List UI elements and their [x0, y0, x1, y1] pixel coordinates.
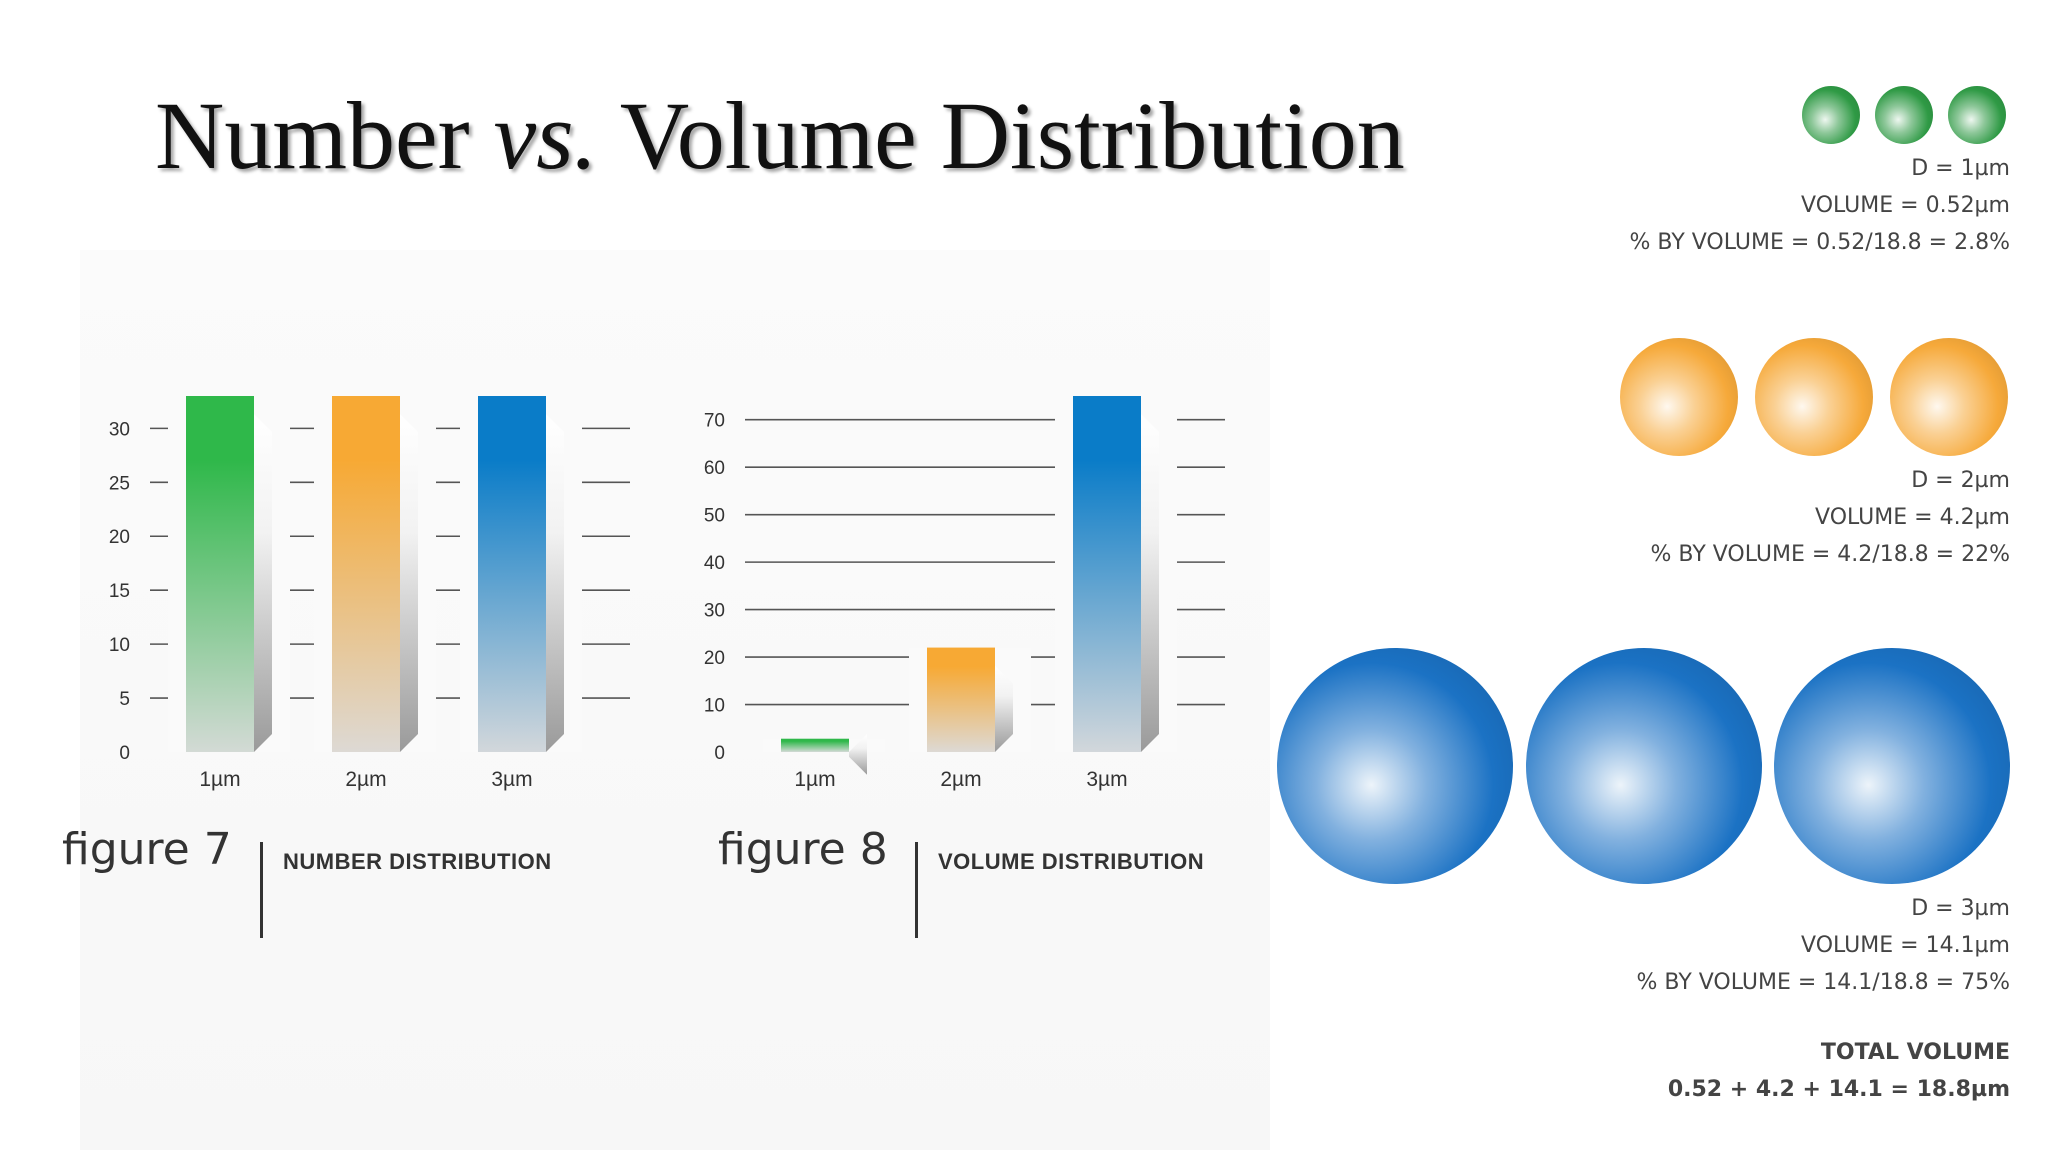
title-part-number: Number — [155, 82, 494, 189]
x-tick-label-1: 1µm — [794, 768, 835, 791]
figure-7-divider — [260, 842, 263, 938]
y-tick-label-60: 60 — [704, 458, 725, 479]
figure-7-label: figure 7 — [62, 824, 232, 875]
total-volume: TOTAL VOLUME 0.52 + 4.2 + 14.1 = 18.8µm — [1490, 1034, 2010, 1108]
medium-particle-3 — [1890, 338, 2008, 456]
bar-3 — [1073, 396, 1141, 752]
y-tick-label-10: 10 — [109, 635, 130, 656]
bar-3-side — [546, 414, 564, 752]
small-volume: VOLUME = 0.52µm — [1801, 193, 2010, 218]
x-tick-label-3: 3µm — [1086, 768, 1127, 791]
medium-volume: VOLUME = 4.2µm — [1815, 505, 2010, 530]
bar-2 — [927, 647, 995, 752]
y-tick-label-30: 30 — [704, 601, 725, 622]
small-percent: % BY VOLUME = 0.52/18.8 = 2.8% — [1629, 230, 2010, 255]
y-tick-label-5: 5 — [119, 689, 130, 710]
bar-2-side — [995, 665, 1013, 752]
bar-1 — [781, 738, 849, 752]
large-volume: VOLUME = 14.1µm — [1801, 933, 2010, 958]
y-tick-label-30: 30 — [109, 419, 130, 440]
small-particle-info: D = 1µm VOLUME = 0.52µm % BY VOLUME = 0.… — [1490, 150, 2010, 261]
y-tick-label-20: 20 — [109, 527, 130, 548]
x-tick-label-1: 1µm — [199, 768, 240, 791]
bar-1 — [186, 396, 254, 752]
figure-7-caption: NUMBER DISTRIBUTION — [283, 849, 552, 874]
large-percent: % BY VOLUME = 14.1/18.8 = 75% — [1636, 970, 2010, 995]
x-tick-label-2: 2µm — [345, 768, 386, 791]
title-vs: vs. — [493, 82, 598, 189]
y-tick-label-20: 20 — [704, 648, 725, 669]
bar-2 — [332, 396, 400, 752]
large-particle-2 — [1526, 648, 1762, 884]
medium-diameter: D = 2µm — [1911, 468, 2010, 493]
y-tick-label-70: 70 — [704, 411, 725, 432]
large-diameter: D = 3µm — [1911, 896, 2010, 921]
bar-2-side — [400, 414, 418, 752]
large-particle-3 — [1774, 648, 2010, 884]
bar-3 — [478, 396, 546, 752]
x-tick-label-2: 2µm — [940, 768, 981, 791]
total-volume-label: TOTAL VOLUME — [1820, 1040, 2010, 1065]
y-tick-label-0: 0 — [714, 743, 725, 764]
medium-particle-info: D = 2µm VOLUME = 4.2µm % BY VOLUME = 4.2… — [1490, 462, 2010, 573]
small-particle-1 — [1802, 86, 1860, 144]
small-particle-2 — [1875, 86, 1933, 144]
bar-3-side — [1141, 414, 1159, 752]
large-particle-1 — [1277, 648, 1513, 884]
y-tick-label-40: 40 — [704, 553, 725, 574]
y-tick-label-10: 10 — [704, 696, 725, 717]
x-tick-label-3: 3µm — [491, 768, 532, 791]
small-particle-3 — [1948, 86, 2006, 144]
large-particle-info: D = 3µm VOLUME = 14.1µm % BY VOLUME = 14… — [1490, 890, 2010, 1001]
total-volume-equation: 0.52 + 4.2 + 14.1 = 18.8µm — [1667, 1077, 2010, 1102]
bar-1-side — [849, 734, 867, 775]
bar-1-side — [254, 414, 272, 752]
small-diameter: D = 1µm — [1911, 156, 2010, 181]
y-tick-label-25: 25 — [109, 473, 130, 494]
title-part-volume: Volume Distribution — [597, 82, 1405, 189]
medium-percent: % BY VOLUME = 4.2/18.8 = 22% — [1650, 542, 2010, 567]
number-distribution-chart: 0 5 10 15 20 25 30 1µm 2µm 3µm — [109, 396, 630, 791]
y-tick-label-15: 15 — [109, 581, 130, 602]
slide-title: Number vs. Volume Distribution — [155, 80, 1405, 191]
volume-distribution-chart: 0 10 20 30 40 50 60 70 1µm 2µm 3µm — [704, 396, 1225, 791]
figure-8-divider — [915, 842, 918, 938]
medium-particle-1 — [1620, 338, 1738, 456]
y-tick-label-50: 50 — [704, 506, 725, 527]
medium-particle-2 — [1755, 338, 1873, 456]
figure-8-label: figure 8 — [718, 824, 888, 875]
figure-8-caption: VOLUME DISTRIBUTION — [938, 849, 1205, 874]
y-tick-label-0: 0 — [119, 743, 130, 764]
